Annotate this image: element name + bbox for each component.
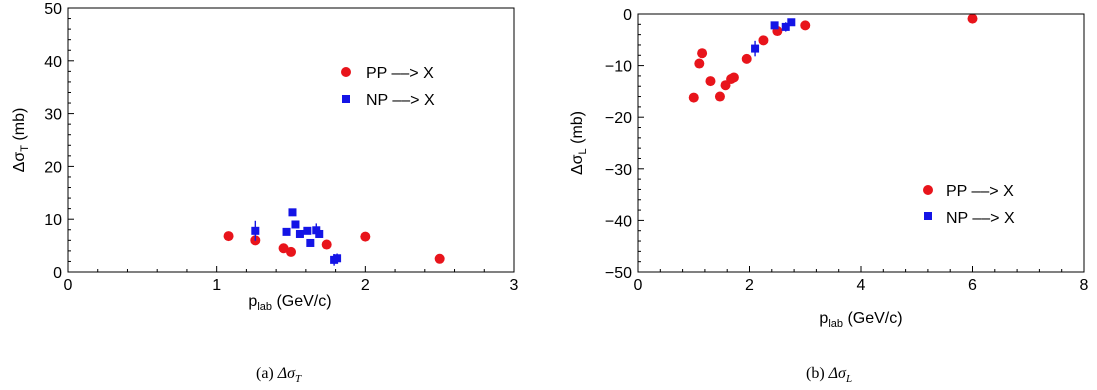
data-point-np: [315, 229, 324, 238]
x-tick-label: 4: [857, 277, 866, 294]
data-point-np: [303, 226, 312, 235]
legend-label-pp-b: PP ––> X: [946, 183, 1014, 200]
plot-area-b: [688, 13, 978, 103]
y-tick-label: 30: [44, 107, 62, 124]
x-tick-label: 0: [634, 277, 643, 294]
data-point-pp: [967, 13, 978, 24]
caption-a: (a) ΔσT: [256, 365, 302, 385]
legend-marker-pp-b: [923, 185, 933, 195]
data-point-pp: [741, 53, 752, 64]
data-point-pp: [223, 231, 234, 242]
data-point-pp: [697, 48, 708, 59]
legend-a: PP ––> X NP ––> X: [341, 65, 435, 109]
data-point-pp: [321, 239, 332, 250]
data-point-pp: [694, 58, 705, 69]
data-point-pp: [728, 72, 739, 83]
caption-b: (b) ΔσL: [806, 365, 852, 385]
data-point-pp: [714, 91, 725, 102]
data-point-pp: [278, 243, 289, 254]
y-tick-label: 20: [44, 159, 62, 176]
legend-label-np-b: NP ––> X: [946, 210, 1015, 227]
y-tick-label: 10: [44, 212, 62, 229]
y-tick-label: −10: [605, 59, 632, 76]
legend-label-pp-a: PP ––> X: [366, 65, 434, 82]
data-point-np: [781, 22, 790, 31]
chart-delta-sigma-l: 0 2 4 6 8 0 −10 −20 −30 −40 −50 plab (GeV/c) ΔσL (…: [569, 7, 1089, 330]
axis-ticks-b: 0 2 4 6 8 0 −10 −20 −30 −40 −50: [605, 7, 1089, 294]
data-point-pp: [286, 246, 296, 257]
plot-area-a: [223, 208, 445, 266]
x-axis-label-b: plab (GeV/c): [819, 310, 902, 330]
y-tick-label: −30: [605, 162, 632, 179]
data-point-np: [282, 227, 291, 236]
data-point-pp: [434, 253, 445, 264]
x-tick-label: 3: [510, 277, 519, 294]
y-tick-label: −20: [605, 110, 632, 127]
data-point-pp: [800, 20, 811, 31]
data-point-np: [333, 254, 342, 263]
legend-marker-pp-a: [341, 67, 351, 77]
y-axis-label-b: ΔσL (mb): [569, 111, 589, 175]
data-point-pp: [360, 231, 371, 242]
x-tick-label: 1: [212, 277, 221, 294]
y-tick-label: 40: [44, 54, 62, 71]
legend-marker-np-b: [924, 212, 932, 220]
y-tick-label: 50: [44, 1, 62, 18]
y-tick-label: −40: [605, 213, 632, 230]
x-axis-label-a: plab (GeV/c): [248, 293, 331, 313]
legend-marker-np-a: [342, 95, 350, 103]
x-tick-label: 2: [361, 277, 370, 294]
data-point-np: [770, 21, 779, 30]
y-axis-label-a: ΔσT (mb): [11, 108, 31, 173]
data-point-np: [291, 220, 300, 229]
plot-frame-a: [67, 7, 515, 273]
data-point-np: [306, 238, 315, 247]
legend-b: PP ––> X NP ––> X: [923, 183, 1015, 227]
data-point-pp: [705, 76, 716, 87]
data-point-np: [295, 229, 304, 238]
x-tick-label: 0: [64, 277, 73, 294]
y-tick-label: 0: [53, 265, 62, 282]
x-tick-label: 8: [1080, 277, 1089, 294]
y-tick-label: 0: [623, 7, 632, 24]
data-point-pp: [758, 35, 769, 46]
data-point-np: [751, 44, 760, 53]
data-point-pp: [688, 92, 699, 103]
x-tick-label: 6: [968, 277, 977, 294]
x-tick-label: 2: [745, 277, 754, 294]
legend-label-np-a: NP ––> X: [366, 92, 435, 109]
data-point-np: [787, 18, 796, 27]
data-point-np: [288, 208, 297, 217]
data-point-np: [251, 226, 260, 235]
y-tick-label: −50: [605, 265, 632, 282]
